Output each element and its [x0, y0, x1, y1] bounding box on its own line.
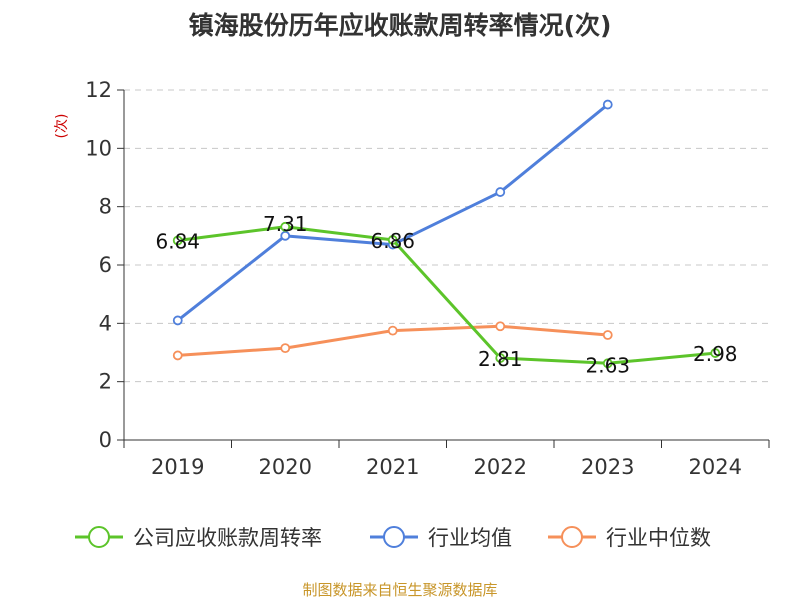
data-point[interactable] — [280, 230, 291, 241]
data-label: 7.31 — [263, 212, 308, 236]
series-line-1 — [176, 103, 609, 322]
x-tick-label: 2020 — [259, 455, 312, 479]
data-point[interactable] — [172, 315, 183, 326]
data-point[interactable] — [280, 343, 291, 354]
x-tick-label: 2024 — [689, 455, 742, 479]
y-tick-label: 12 — [85, 78, 112, 102]
legend-marker-icon — [561, 526, 583, 548]
legend-item-0[interactable]: 公司应收账款周转率 — [75, 526, 322, 550]
axes: 0 2 4 6 8 10 12 2019 2020 2021 2022 2023 2024 — [85, 78, 770, 479]
legend-label: 行业均值 — [428, 526, 512, 550]
data-label: 6.84 — [155, 230, 200, 254]
legend-label: 行业中位数 — [606, 526, 711, 550]
legend-item-2[interactable]: 行业中位数 — [548, 526, 711, 550]
data-point[interactable] — [602, 330, 613, 340]
x-tick-label: 2022 — [474, 455, 527, 479]
series-group — [172, 99, 721, 369]
data-point[interactable] — [602, 358, 613, 369]
chart-title: 镇海股份历年应收账款周转率情况(次) — [189, 11, 612, 40]
series-line-0 — [177, 225, 716, 365]
data-label: 2.81 — [478, 347, 523, 371]
data-label: 2.98 — [693, 342, 738, 366]
legend-label: 公司应收账款周转率 — [133, 526, 322, 550]
legend[interactable]: 公司应收账款周转率 行业均值 行业中位数 — [75, 526, 711, 550]
legend-marker-icon — [383, 526, 405, 548]
y-tick-label: 4 — [99, 311, 112, 335]
data-point[interactable] — [495, 321, 506, 332]
data-point[interactable] — [495, 187, 506, 197]
y-axis-label: (次) — [54, 114, 70, 139]
x-tick-label: 2019 — [151, 455, 204, 479]
legend-marker-icon — [88, 526, 110, 548]
y-tick-label: 8 — [99, 195, 112, 219]
y-tick-label: 6 — [99, 253, 112, 277]
x-tick-label: 2021 — [366, 455, 419, 479]
data-point[interactable] — [602, 99, 613, 110]
x-tick-label: 2023 — [581, 455, 634, 479]
data-point[interactable] — [172, 350, 183, 361]
data-point[interactable] — [387, 325, 398, 336]
data-labels: 6.84 7.31 6.86 2.81 2.63 2.98 — [155, 212, 737, 377]
legend-item-1[interactable]: 行业均值 — [370, 526, 512, 550]
data-point[interactable] — [387, 235, 398, 245]
data-point[interactable] — [495, 353, 506, 363]
data-label: 2.63 — [585, 353, 630, 377]
data-point[interactable] — [280, 221, 291, 232]
data-point[interactable] — [172, 235, 183, 246]
source-note: 制图数据来自恒生聚源数据库 — [302, 581, 497, 599]
y-tick-label: 10 — [85, 136, 112, 160]
y-tick-label: 0 — [99, 428, 112, 452]
grid — [124, 89, 769, 383]
y-tick-label: 2 — [99, 370, 112, 394]
data-point[interactable] — [710, 348, 721, 358]
data-label: 6.86 — [370, 229, 415, 253]
